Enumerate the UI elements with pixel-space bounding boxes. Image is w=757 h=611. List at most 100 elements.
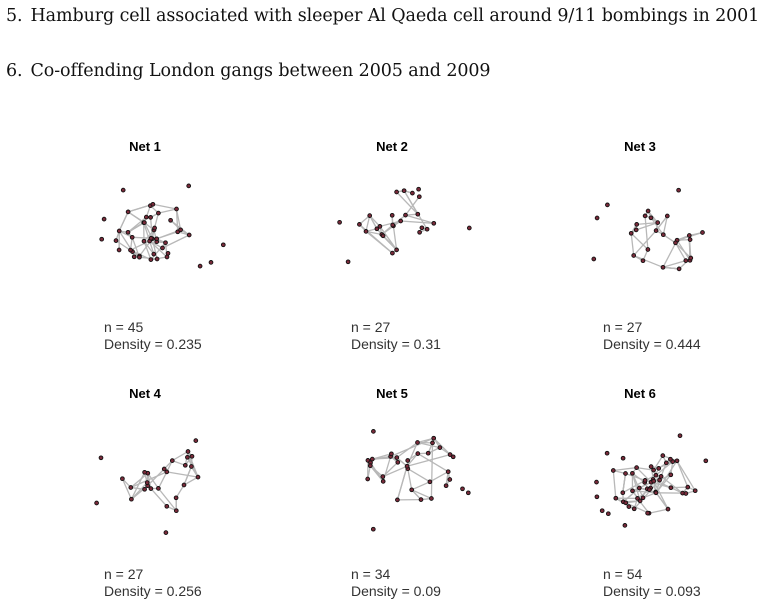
network-node — [701, 231, 705, 235]
network-node — [444, 484, 448, 488]
network-node — [157, 211, 161, 215]
network-node — [446, 470, 450, 474]
network-node — [621, 456, 625, 460]
network-node — [198, 264, 202, 268]
network-edge — [613, 471, 616, 499]
node-group — [366, 430, 470, 532]
network-node — [606, 512, 610, 516]
network-node — [372, 430, 376, 434]
network-graph — [332, 414, 477, 549]
network-node — [431, 441, 435, 445]
panel-title: Net 2 — [267, 139, 517, 154]
network-edge — [631, 233, 634, 255]
network-node — [406, 459, 410, 463]
network-node — [659, 475, 663, 479]
network-edge — [144, 206, 150, 223]
network-node — [448, 478, 452, 482]
network-node — [175, 207, 179, 211]
network-node — [170, 459, 174, 463]
network-edge — [408, 469, 412, 490]
network-node — [190, 465, 194, 469]
network-node — [164, 531, 168, 535]
panel-title: Net 6 — [515, 386, 757, 401]
network-node — [605, 451, 609, 455]
network-node — [687, 234, 691, 238]
panel-title: Net 1 — [20, 139, 270, 154]
network-node — [657, 467, 661, 471]
network-edge — [671, 487, 688, 488]
network-node — [654, 229, 658, 233]
network-stats: n = 27 Density = 0.256 — [104, 566, 202, 600]
network-node — [399, 219, 403, 223]
network-edge — [153, 204, 177, 209]
network-edge — [397, 466, 407, 500]
network-node — [646, 248, 650, 252]
network-node — [641, 259, 645, 263]
network-node — [426, 451, 430, 455]
network-node — [684, 259, 688, 263]
network-node — [155, 257, 159, 261]
network-panel-5: Net 5 n = 34 Density = 0.09 — [267, 386, 517, 611]
network-node — [390, 213, 394, 217]
list-number: 5. — [6, 6, 23, 26]
network-node — [404, 213, 408, 217]
edge-group — [122, 452, 198, 511]
network-node — [149, 258, 153, 262]
network-node — [684, 492, 688, 496]
density-value: Density = 0.31 — [351, 336, 441, 353]
network-node — [467, 226, 471, 230]
network-node — [417, 187, 421, 191]
network-node — [194, 439, 198, 443]
network-node — [117, 229, 121, 233]
network-node — [209, 261, 213, 265]
network-edge — [151, 489, 167, 507]
network-node — [693, 489, 697, 493]
network-node — [592, 257, 596, 261]
network-node — [686, 485, 690, 489]
network-edge — [631, 233, 648, 249]
network-node — [169, 218, 173, 222]
network-node — [595, 480, 599, 484]
network-stats: n = 27 Density = 0.444 — [603, 319, 701, 353]
network-node — [143, 487, 147, 491]
node-group — [592, 188, 705, 270]
list-number: 6. — [6, 61, 23, 81]
node-count: n = 54 — [603, 566, 701, 583]
density-value: Density = 0.093 — [603, 583, 701, 600]
network-node — [461, 487, 465, 491]
network-node — [121, 188, 125, 192]
network-node — [390, 452, 394, 456]
network-node — [186, 455, 190, 459]
panel-title: Net 3 — [515, 139, 757, 154]
network-node — [391, 251, 395, 255]
network-node — [151, 202, 155, 206]
network-node — [153, 226, 157, 230]
network-node — [675, 459, 679, 463]
network-stats: n = 34 Density = 0.09 — [351, 566, 441, 600]
network-node — [370, 457, 374, 461]
edge-group — [359, 191, 433, 253]
network-node — [174, 496, 178, 500]
network-edge — [645, 216, 648, 250]
network-node — [152, 252, 156, 256]
network-edge — [412, 490, 432, 499]
network-node — [102, 217, 106, 221]
network-node — [381, 480, 385, 484]
network-node — [395, 248, 399, 252]
network-node — [635, 223, 639, 227]
network-node — [416, 212, 420, 216]
network-node — [661, 265, 665, 269]
network-node — [179, 228, 183, 232]
network-node — [95, 501, 99, 505]
network-node — [631, 489, 635, 493]
list-text: Hamburg cell associated with sleeper Al … — [31, 6, 757, 26]
network-node — [114, 239, 118, 243]
node-count: n = 27 — [351, 319, 441, 336]
network-node — [138, 255, 142, 259]
network-node — [629, 231, 633, 235]
network-panel-1: Net 1 n = 45 Density = 0.235 — [20, 139, 270, 364]
network-node — [614, 496, 618, 500]
density-value: Density = 0.235 — [104, 336, 202, 353]
network-node — [643, 479, 647, 483]
network-graph — [85, 167, 230, 302]
